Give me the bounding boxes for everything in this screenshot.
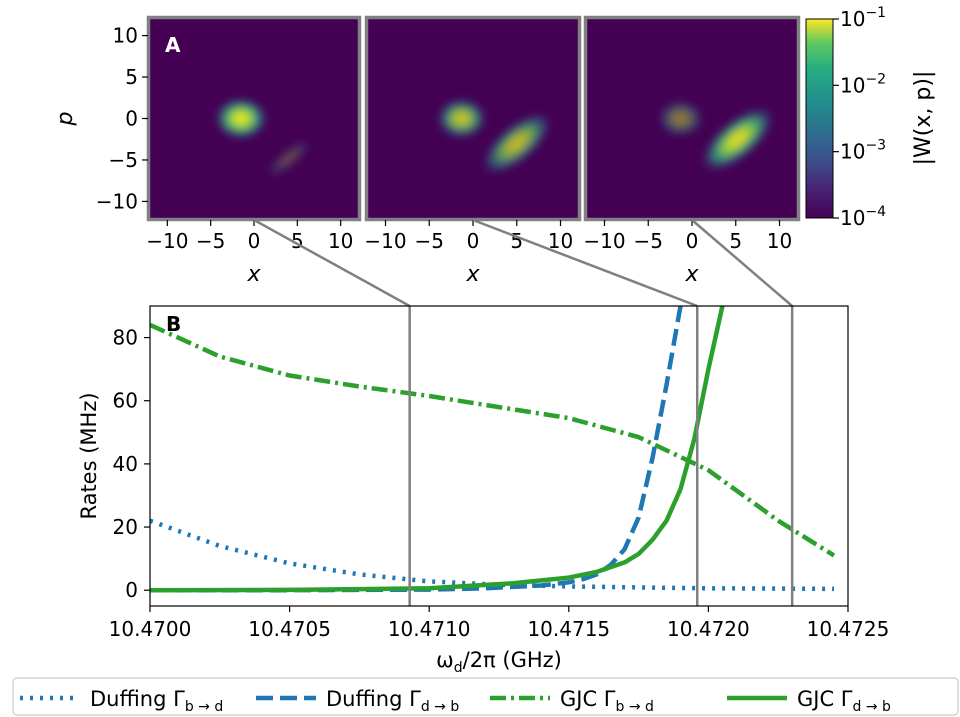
x-axis-label: ωd/2π (GHz): [436, 648, 562, 676]
wigner-blob: [482, 112, 551, 174]
colorbar-tick-label: 10−2: [840, 71, 886, 97]
x-tick-label: 0: [248, 229, 261, 253]
panel-frame: [146, 15, 362, 222]
x-tick-label: 10.4710: [388, 617, 471, 641]
y-tick-label: −5: [109, 148, 138, 172]
x-tick-label: 10: [328, 229, 353, 253]
y-tick-label: 0: [125, 578, 138, 602]
series-group: [150, 306, 836, 593]
x-tick-label: 5: [510, 229, 523, 253]
wigner-blob: [215, 97, 267, 140]
x-tick-label: 0: [686, 229, 699, 253]
x-axis-label: x: [684, 262, 699, 287]
plot-area: [150, 306, 848, 606]
colorbar: 10−1 10−2 10−3 10−4 |W(x, p)|: [805, 5, 936, 230]
y-tick-label: 80: [113, 326, 138, 350]
x-tick-label: 10.4700: [109, 617, 192, 641]
colorbar-label: |W(x, p)|: [911, 71, 936, 166]
x-tick-label: 10.4720: [667, 617, 750, 641]
wigner-blob: [701, 107, 774, 171]
wigner-map-3: −10 −5 0 5 10 x: [583, 15, 801, 287]
y-tick-label: −10: [96, 189, 138, 213]
connector-line: [253, 218, 411, 308]
colorbar-tick-label: 10−1: [840, 5, 886, 31]
x-tick-label: −5: [415, 229, 444, 253]
panel-frame: [583, 15, 801, 222]
colorbar-tick-label: 10−4: [840, 204, 886, 230]
wigner-blob: [266, 139, 311, 178]
x-tick-label: 10.4705: [248, 617, 331, 641]
x-tick-label: 5: [729, 229, 742, 253]
y-axis-label: Rates (MHz): [77, 392, 101, 519]
colorbar-tick-label: 10−3: [840, 138, 886, 164]
connector-lines: [253, 218, 793, 308]
x-tick-label: −5: [196, 229, 225, 253]
y-tick-label: 60: [113, 389, 138, 413]
y-tick-label: 0: [125, 107, 138, 131]
y-tick-label: 5: [125, 65, 138, 89]
x-axis-label: x: [465, 262, 480, 287]
colorbar-scale: [805, 18, 834, 219]
y-axis-label: p: [53, 112, 78, 127]
x-tick-label: 10: [767, 229, 792, 253]
legend: Duffing Γb → d Duffing Γd → b GJC Γb → d GJ…: [12, 677, 959, 716]
x-tick-label: 10.4715: [527, 617, 610, 641]
legend-box: [12, 677, 959, 716]
y-tick-label: 40: [113, 452, 138, 476]
panel-frame: [364, 15, 582, 222]
wigner-blob: [657, 100, 704, 137]
x-tick-label: −10: [583, 229, 625, 253]
y-tick-label: 20: [113, 515, 138, 539]
x-tick-label: −10: [364, 229, 406, 253]
x-tick-label: −10: [146, 229, 188, 253]
plot-frame: [149, 305, 849, 607]
legend-label-1: Duffing Γb → d: [90, 687, 223, 715]
panel-b: 10.4700 10.4705 10.4710 10.4715 10.4720 10.47…: [77, 305, 890, 676]
wigner-blob: [437, 98, 487, 139]
y-tick-label: 10: [113, 24, 138, 48]
x-tick-label: 10.4725: [807, 617, 890, 641]
legend-label-2: Duffing Γd → b: [326, 687, 459, 715]
wigner-map-2: −10 −5 0 5 10x: [364, 15, 582, 287]
x-axis-label: x: [246, 262, 261, 287]
x-tick-label: 0: [467, 229, 480, 253]
series-line-1: [150, 518, 835, 592]
legend-label-3: GJC Γb → d: [560, 687, 654, 715]
connector-line: [691, 219, 793, 307]
panel-label-a: A: [165, 33, 181, 57]
series-line-4: [150, 306, 725, 593]
connector-line: [472, 218, 698, 308]
series-line-3: [150, 322, 836, 558]
panel-label-b: B: [166, 312, 181, 336]
legend-label-4: GJC Γd → b: [797, 687, 891, 715]
x-tick-label: −5: [634, 229, 663, 253]
